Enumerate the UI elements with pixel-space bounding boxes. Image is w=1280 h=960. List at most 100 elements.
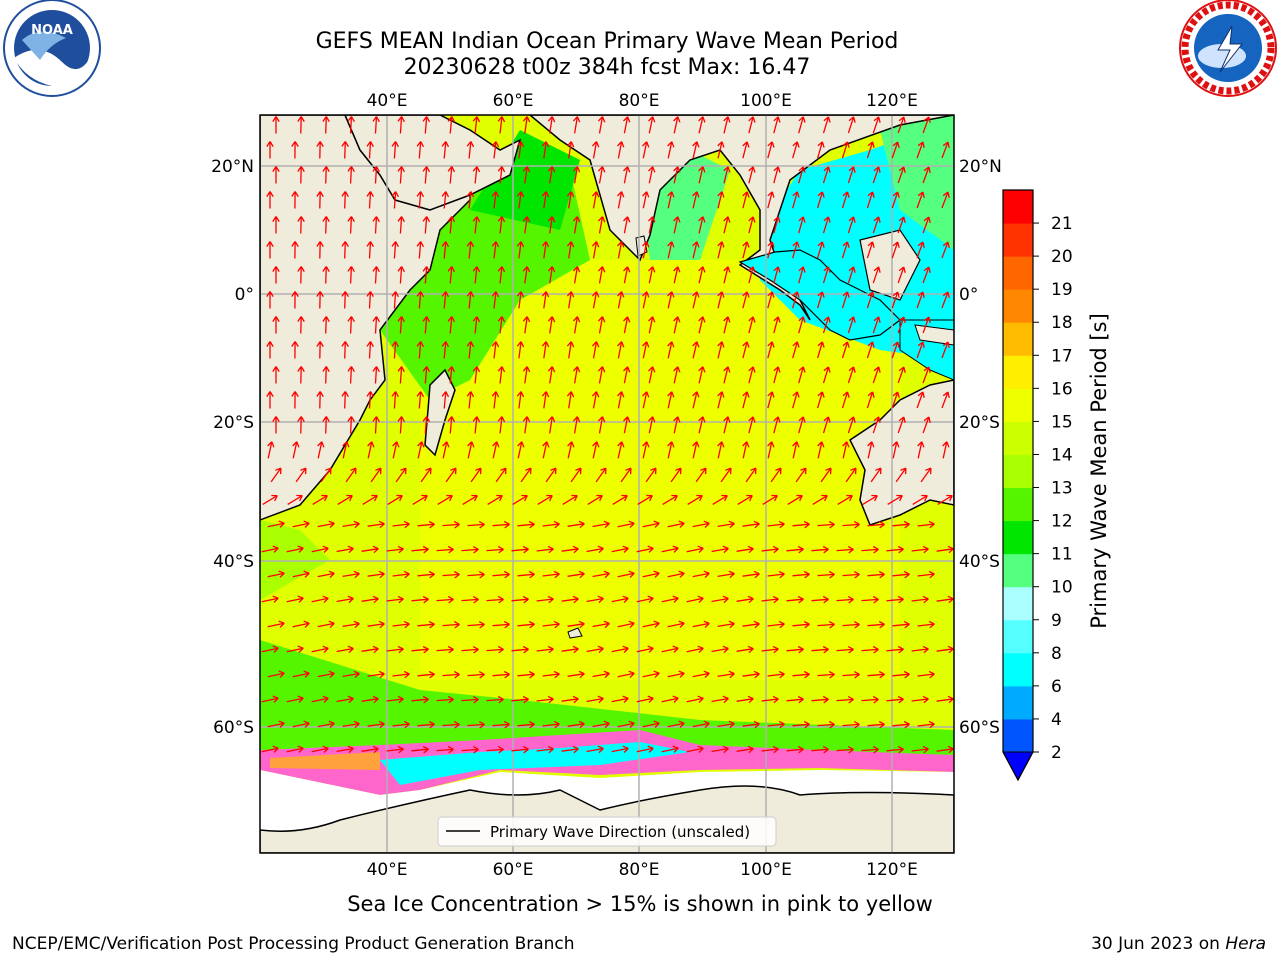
wave-arrow	[686, 595, 704, 603]
wave-arrow	[742, 620, 760, 629]
wave-arrow	[836, 646, 854, 654]
lat-label-right-20n: 20°N	[959, 157, 1002, 177]
wave-arrow	[767, 291, 775, 309]
wave-arrow	[767, 391, 775, 409]
wave-arrow	[262, 494, 278, 505]
lat-label-left-60s: 60°S	[213, 718, 254, 738]
wave-arrow	[522, 366, 531, 384]
wave-arrow	[267, 570, 285, 578]
wave-arrow	[748, 216, 756, 234]
wave-arrow	[895, 467, 907, 483]
wave-arrow	[597, 266, 606, 284]
wave-arrow	[717, 670, 735, 679]
wave-arrow	[592, 720, 610, 729]
wave-arrow	[798, 166, 806, 184]
wave-arrow	[617, 191, 625, 209]
wave-arrow	[386, 545, 404, 554]
wave-arrow	[386, 695, 404, 704]
colorbar-tick-label: 2	[1051, 743, 1062, 763]
wave-arrow	[436, 695, 454, 704]
wave-arrow	[866, 191, 875, 209]
colorbar-tick-label: 16	[1051, 379, 1073, 399]
wave-arrow	[547, 366, 556, 384]
wave-arrow	[723, 316, 731, 334]
wave-arrow	[567, 520, 585, 529]
wave-direction-arrows	[261, 116, 954, 754]
wave-arrow	[792, 241, 800, 259]
wave-arrow	[798, 316, 806, 334]
wave-arrow	[267, 520, 285, 528]
wave-arrow	[617, 570, 635, 578]
wave-arrow	[891, 241, 900, 259]
wave-arrow	[761, 645, 779, 654]
wave-arrow	[667, 441, 675, 459]
lon-label-top-40e: 40°E	[367, 91, 408, 111]
wave-arrow	[698, 316, 706, 334]
wave-arrow	[816, 241, 825, 259]
map-panel	[260, 115, 954, 853]
wave-arrow	[717, 520, 735, 529]
wave-arrow	[623, 266, 631, 284]
wave-arrow	[742, 341, 750, 359]
wave-arrow	[397, 266, 405, 284]
wave-arrow	[742, 141, 750, 159]
wave-arrow	[773, 266, 781, 284]
wave-arrow	[723, 216, 731, 234]
wave-arrow	[572, 166, 581, 184]
wave-arrow	[822, 366, 831, 384]
wave-arrow	[762, 494, 778, 505]
wave-arrow	[636, 745, 654, 753]
wave-arrow	[442, 570, 460, 579]
wave-arrow	[466, 141, 475, 159]
wave-arrow	[466, 391, 475, 409]
wave-arrow	[291, 291, 299, 309]
wave-arrow	[492, 670, 510, 679]
wave-arrow	[286, 695, 304, 703]
wave-arrow	[397, 416, 405, 434]
colorbar-tick-label: 21	[1051, 214, 1073, 234]
wave-arrow	[447, 316, 456, 334]
wave-arrow	[586, 695, 604, 704]
colorbar-tick-label: 20	[1051, 247, 1073, 267]
wave-arrow	[648, 216, 656, 234]
wave-arrow	[537, 494, 553, 505]
colorbar-segment	[1003, 190, 1033, 224]
wave-arrow	[392, 720, 410, 729]
wave-arrow	[386, 595, 404, 604]
wave-arrow	[866, 291, 875, 309]
wave-arrow	[917, 720, 935, 729]
wave-arrow	[886, 745, 904, 754]
wave-arrow	[337, 494, 353, 505]
wave-arrow	[692, 241, 700, 259]
wave-arrow	[366, 341, 374, 359]
wave-arrow	[686, 545, 704, 553]
wave-arrow	[941, 291, 950, 309]
wave-arrow	[286, 645, 304, 653]
wave-arrow	[648, 316, 656, 334]
wave-arrow	[591, 341, 600, 359]
wave-arrow	[817, 441, 825, 459]
wave-arrow	[792, 441, 800, 459]
wave-arrow	[847, 366, 856, 384]
wave-arrow	[291, 191, 299, 209]
title-line1: GEFS MEAN Indian Ocean Primary Wave Mean…	[316, 29, 899, 54]
wave-arrow	[841, 141, 850, 159]
wave-arrow	[866, 141, 875, 159]
wave-arrow	[717, 720, 735, 729]
wave-arrow	[937, 494, 953, 505]
wave-arrow	[886, 695, 904, 704]
wave-arrow	[416, 391, 425, 409]
wave-arrow	[922, 116, 931, 134]
lat-labels-left: 20°N 0° 20°S 40°S 60°S	[211, 157, 254, 738]
wave-arrow	[916, 291, 925, 309]
wave-arrow	[487, 494, 503, 505]
wave-arrow	[491, 191, 500, 209]
wave-arrow	[717, 570, 735, 579]
wave-arrow	[447, 216, 456, 234]
wave-arrow	[497, 316, 506, 334]
wave-arrow	[541, 341, 550, 359]
wave-arrow	[586, 745, 604, 754]
wave-arrow	[723, 116, 731, 134]
wave-arrow	[822, 116, 831, 134]
wave-arrow	[698, 266, 706, 284]
